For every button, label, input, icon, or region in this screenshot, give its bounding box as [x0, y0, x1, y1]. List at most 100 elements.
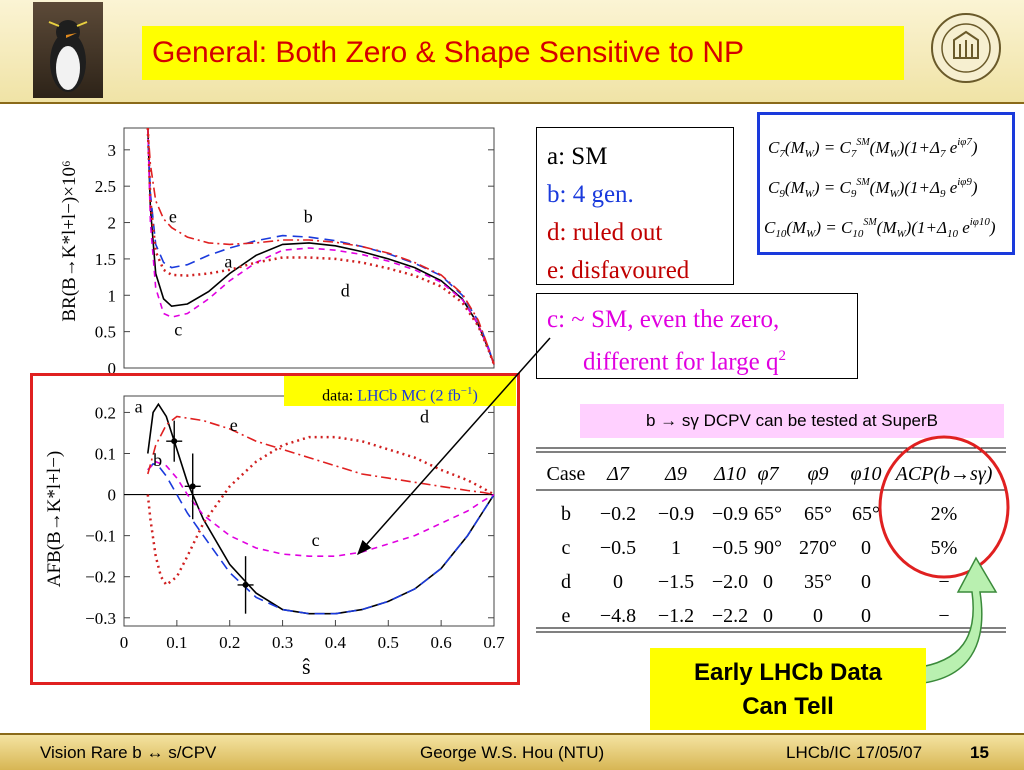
afb-curve-label-c: c — [312, 530, 320, 550]
table-cell: b — [561, 503, 571, 525]
seal-icon — [931, 13, 1001, 83]
table-cell: −0.5 — [712, 537, 748, 559]
table-cell: 0 — [813, 605, 823, 627]
afb-curve-label-b: b — [153, 450, 162, 470]
university-seal — [930, 12, 1002, 84]
afb-ytick-label: −0.2 — [85, 568, 116, 587]
afb-curve-label-d: d — [420, 407, 429, 427]
data-label-suffix: ) — [472, 387, 478, 405]
afb-curve-c — [147, 460, 495, 557]
afb-ytick-label: 0.1 — [95, 445, 116, 464]
page-number: 15 — [970, 743, 989, 762]
afb-xtick-label: 0.2 — [219, 633, 240, 652]
table-header-cell: Δ10 — [713, 463, 746, 485]
penguin-photo — [33, 2, 103, 98]
br-ytick-label: 1.5 — [95, 250, 116, 269]
acp-highlight-circle — [878, 435, 1010, 579]
afb-xtick-label: 0.7 — [483, 633, 505, 652]
afb-xtick-label: 0 — [120, 633, 129, 652]
table-header-cell: φ10 — [850, 463, 881, 485]
table-cell: −0.2 — [600, 503, 636, 525]
table-cell: 5% — [931, 537, 958, 559]
br-ytick-label: 0.5 — [95, 323, 116, 342]
table-cell: 1 — [671, 537, 681, 559]
table-header-cell: Case — [547, 463, 586, 485]
penguin-icon — [48, 20, 88, 92]
footer-left: Vision Rare b ↔ s/CPV — [40, 743, 217, 762]
br-curve-b — [147, 127, 495, 365]
table-cell: −2.0 — [712, 571, 748, 593]
afb-ytick-label: 0 — [108, 486, 117, 505]
footer-center: George W.S. Hou (NTU) — [420, 743, 605, 762]
afb-xlabel: ŝ — [302, 654, 311, 679]
afb-xtick-label: 0.5 — [378, 633, 399, 652]
table-cell: − — [938, 571, 949, 593]
pointer-arrow — [357, 337, 551, 556]
data-label: data: LHCb MC (2 fb−1) — [284, 376, 516, 406]
table-header-cell: Δ7 — [606, 463, 630, 485]
afb-xtick-label: 0.1 — [166, 633, 187, 652]
table-header-cell: φ9 — [807, 463, 828, 485]
table-cell: −0.9 — [712, 503, 748, 525]
br-ylabel: BR(B→K*l+l−)×10⁶ — [59, 160, 80, 322]
table-cell: 0 — [861, 571, 871, 593]
afb-data-point — [189, 483, 196, 490]
table-cell: 0 — [861, 537, 871, 559]
data-label-prefix: data: — [322, 387, 354, 405]
formula-c9: C9(MW) = C9SM(MW)(1+Δ9 eiφ9) — [768, 176, 978, 200]
br-ytick-label: 0 — [108, 359, 117, 374]
table-cell: 35° — [804, 571, 832, 593]
formula-c10: C10(MW) = C10SM(MW)(1+Δ10 eiφ10) — [764, 216, 996, 240]
br-curve-label-a: a — [224, 252, 232, 272]
wilson-coefficient-formulas: C7(MW) = C7SM(MW)(1+Δ7 eiφ7) C9(MW) = C9… — [757, 112, 1015, 255]
table-cell: −1.5 — [658, 571, 694, 593]
legend-item-b: b: 4 gen. — [547, 181, 634, 208]
callout-line2: Can Tell — [742, 693, 834, 720]
slide-header: General: Both Zero & Shape Sensitive to … — [0, 0, 1024, 104]
br-curve-e — [147, 127, 495, 365]
afb-chart: −0.3 −0.2 −0.1 0 0.1 0.2 0 0.1 0.2 0.3 0.4 0.5 0.6 0.… — [85, 395, 505, 652]
afb-data-point — [242, 581, 249, 588]
superb-note: b → sγ DCPV can be tested at SuperB — [580, 404, 1004, 438]
afb-ytick-label: −0.1 — [85, 527, 116, 546]
br-curve-label-c: c — [174, 319, 182, 339]
table-cell: −4.8 — [600, 605, 636, 627]
slide-title-box: General: Both Zero & Shape Sensitive to … — [142, 26, 904, 80]
afb-curve-label-e: e — [230, 415, 238, 435]
afb-xtick-label: 0.3 — [272, 633, 293, 652]
table-cell: −0.5 — [600, 537, 636, 559]
br-chart: 0 0.5 1 1.5 2 2.5 3 e b a d c — [95, 127, 496, 374]
slide-footer: Vision Rare b ↔ s/CPV George W.S. Hou (N… — [0, 733, 1024, 770]
legend-item-e: e: disfavoured — [547, 257, 690, 284]
scenario-table: Case Δ7 Δ9 Δ10 φ7 φ9 φ10 ACP(b→sγ) b −0.2 −0.9 −0.9… — [536, 447, 1006, 633]
br-ytick-label: 3 — [108, 141, 117, 160]
br-curve-label-e: e — [169, 207, 177, 227]
legend-item-a: a: SM — [547, 143, 608, 170]
br-ytick-label: 1 — [108, 286, 117, 305]
slide-title: General: Both Zero & Shape Sensitive to … — [152, 36, 744, 69]
afb-highlight-frame — [30, 373, 520, 685]
br-curve-a — [147, 127, 495, 365]
br-ytick-label: 2 — [108, 214, 117, 233]
table-cell: c — [562, 537, 571, 559]
table-cell: e — [562, 605, 571, 627]
green-curved-arrow — [913, 556, 998, 685]
table-cell: d — [561, 571, 571, 593]
br-curve-label-d: d — [341, 281, 350, 301]
callout-line1: Early LHCb Data — [693, 659, 883, 686]
formula-render: C7(MW) = C7SM(MW)(1+Δ7 eiφ7) C9(MW) = C9… — [764, 136, 996, 240]
br-curve-label-b: b — [304, 207, 313, 227]
afb-curve-e — [147, 415, 495, 496]
table-cell: −0.9 — [658, 503, 694, 525]
table-cell: 65° — [852, 503, 880, 525]
afb-curve-d — [146, 435, 495, 587]
table-cell: 90° — [754, 537, 782, 559]
data-label-text: LHCb MC (2 fb — [357, 387, 461, 405]
table-cell: 0 — [763, 605, 773, 627]
table-cell: 65° — [754, 503, 782, 525]
data-label-sup: −1 — [460, 385, 473, 397]
br-ytick-label: 2.5 — [95, 177, 116, 196]
table-cell: − — [938, 605, 949, 627]
br-curve-c — [147, 127, 495, 365]
table-cell: 0 — [861, 605, 871, 627]
